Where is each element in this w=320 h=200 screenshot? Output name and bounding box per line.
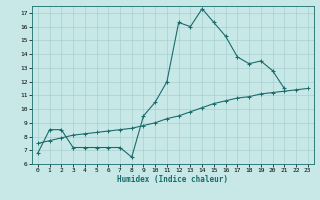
- X-axis label: Humidex (Indice chaleur): Humidex (Indice chaleur): [117, 175, 228, 184]
